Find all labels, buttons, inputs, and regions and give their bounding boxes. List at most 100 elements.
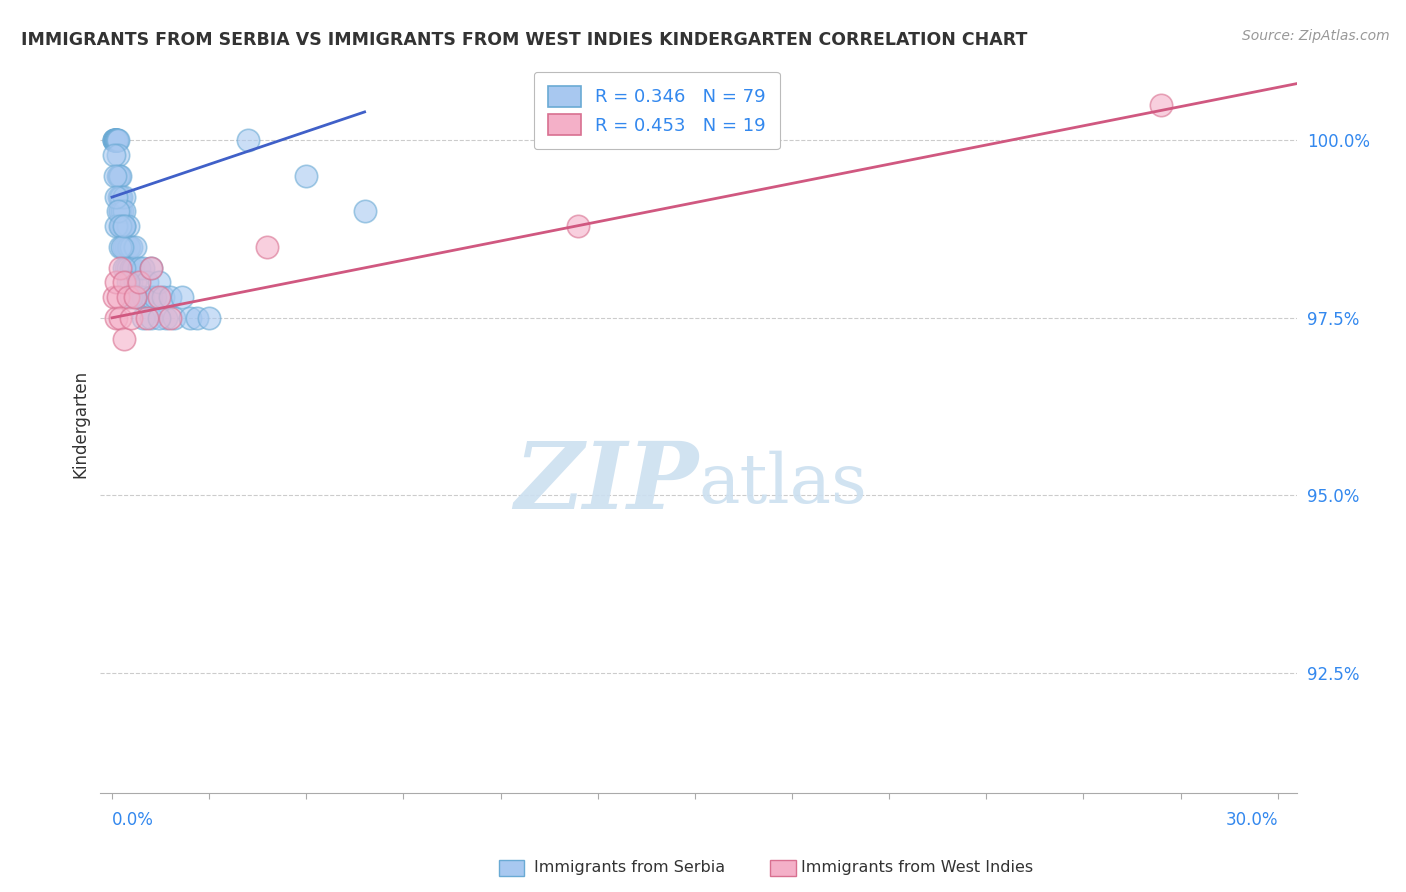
Point [179,310,201,325]
Point [104,133,127,147]
Point [103,133,125,147]
Point [104,169,127,183]
Text: Source: ZipAtlas.com: Source: ZipAtlas.com [1241,29,1389,43]
Point [112,219,135,233]
Y-axis label: Kindergarten: Kindergarten [72,370,89,478]
Point [107,289,129,303]
Point [104,133,127,147]
Point [155,310,177,325]
Point [128,275,150,289]
Point [159,310,181,325]
Point [143,289,166,303]
Point [122,261,145,276]
Point [112,261,135,276]
Point [132,289,155,303]
Point [139,261,162,276]
Point [108,190,131,204]
Point [108,190,131,204]
Point [353,204,375,219]
Point [170,289,193,303]
Point [124,289,146,303]
Text: atlas: atlas [699,450,868,516]
Point [120,310,142,325]
Text: Immigrants from Serbia: Immigrants from Serbia [534,860,725,874]
Point [120,289,142,303]
Point [104,133,127,147]
Point [132,261,155,276]
Point [111,204,134,219]
Point [107,133,129,147]
Point [159,289,181,303]
Point [108,219,131,233]
Point [108,169,131,183]
Point [139,261,162,276]
Point [186,310,208,325]
Point [103,133,125,147]
Point [112,219,135,233]
Point [118,240,141,254]
Point [111,240,134,254]
Point [152,289,174,303]
Point [295,169,318,183]
Point [148,289,170,303]
Point [110,190,132,204]
Point [198,310,221,325]
Point [108,310,131,325]
Point [136,275,159,289]
Point [114,261,136,276]
Point [112,240,135,254]
Point [117,240,139,254]
Text: IMMIGRANTS FROM SERBIA VS IMMIGRANTS FROM WEST INDIES KINDERGARTEN CORRELATION C: IMMIGRANTS FROM SERBIA VS IMMIGRANTS FRO… [21,31,1028,49]
Point [104,133,127,147]
Point [104,133,127,147]
Point [132,310,155,325]
Point [139,289,162,303]
Point [128,261,150,276]
Point [104,219,127,233]
Point [139,310,162,325]
Point [128,289,150,303]
Point [111,219,134,233]
Point [124,275,146,289]
Point [108,240,131,254]
Point [103,147,125,161]
Point [120,275,142,289]
Text: ZIP: ZIP [515,438,699,528]
Point [117,219,139,233]
Point [104,275,127,289]
Point [120,261,142,276]
Point [107,204,129,219]
Point [148,275,170,289]
Point [107,147,129,161]
Point [112,204,135,219]
Text: Immigrants from West Indies: Immigrants from West Indies [801,860,1033,874]
Point [114,219,136,233]
Point [112,240,135,254]
Point [117,289,139,303]
Point [105,133,128,147]
Point [112,190,135,204]
Point [112,332,135,346]
Point [108,169,131,183]
Point [104,133,127,147]
Point [120,240,142,254]
Point [104,310,127,325]
Point [110,219,132,233]
Point [124,240,146,254]
Point [108,204,131,219]
Point [104,133,127,147]
Point [117,261,139,276]
Text: 30.0%: 30.0% [1225,811,1278,830]
Point [117,275,139,289]
Legend: R = 0.346   N = 79, R = 0.453   N = 19: R = 0.346 N = 79, R = 0.453 N = 19 [534,71,780,149]
Point [256,240,278,254]
Point [105,133,128,147]
Point [103,133,125,147]
Point [236,133,259,147]
Point [136,310,159,325]
Point [114,240,136,254]
Point [148,310,170,325]
Point [124,289,146,303]
Point [108,204,131,219]
Point [112,275,135,289]
